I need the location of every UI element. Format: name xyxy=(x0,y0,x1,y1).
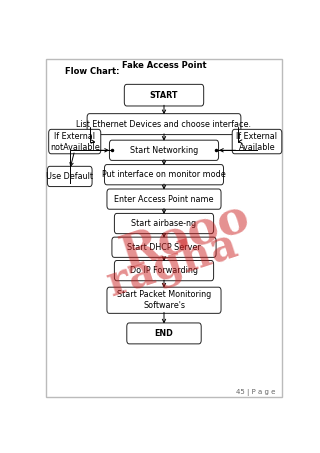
Text: Start Packet Monitoring
Software's: Start Packet Monitoring Software's xyxy=(117,290,211,310)
Text: START: START xyxy=(150,91,178,100)
FancyBboxPatch shape xyxy=(232,130,282,154)
FancyBboxPatch shape xyxy=(115,260,214,281)
FancyBboxPatch shape xyxy=(107,189,221,209)
Text: Start DHCP Server: Start DHCP Server xyxy=(127,243,201,252)
Text: Flow Chart:: Flow Chart: xyxy=(65,67,119,76)
Text: Fake Access Point: Fake Access Point xyxy=(122,61,206,70)
Text: END: END xyxy=(155,329,173,338)
Text: Do IP Forwarding: Do IP Forwarding xyxy=(130,266,198,275)
FancyBboxPatch shape xyxy=(112,237,216,257)
Text: Use Default: Use Default xyxy=(46,172,93,181)
Text: If External
Available: If External Available xyxy=(236,131,277,152)
FancyBboxPatch shape xyxy=(115,213,214,234)
FancyBboxPatch shape xyxy=(109,140,219,160)
FancyBboxPatch shape xyxy=(107,287,221,313)
Text: Start Networking: Start Networking xyxy=(130,146,198,155)
Text: Put interface on monitor mode: Put interface on monitor mode xyxy=(102,170,226,179)
Text: Start airbase-ng: Start airbase-ng xyxy=(132,219,196,228)
Text: 45 | P a g e: 45 | P a g e xyxy=(236,389,276,396)
Text: ragha: ragha xyxy=(102,222,244,305)
FancyBboxPatch shape xyxy=(49,130,101,154)
Text: Rooo: Rooo xyxy=(115,193,255,278)
FancyBboxPatch shape xyxy=(104,164,224,185)
FancyBboxPatch shape xyxy=(127,323,201,344)
Text: List Ethernet Devices and choose interface.: List Ethernet Devices and choose interfa… xyxy=(76,120,252,129)
Text: If External
notAvailable: If External notAvailable xyxy=(50,131,100,152)
FancyBboxPatch shape xyxy=(47,166,92,187)
FancyBboxPatch shape xyxy=(87,114,241,135)
Text: Enter Access Point name: Enter Access Point name xyxy=(114,195,214,203)
FancyBboxPatch shape xyxy=(124,84,204,106)
